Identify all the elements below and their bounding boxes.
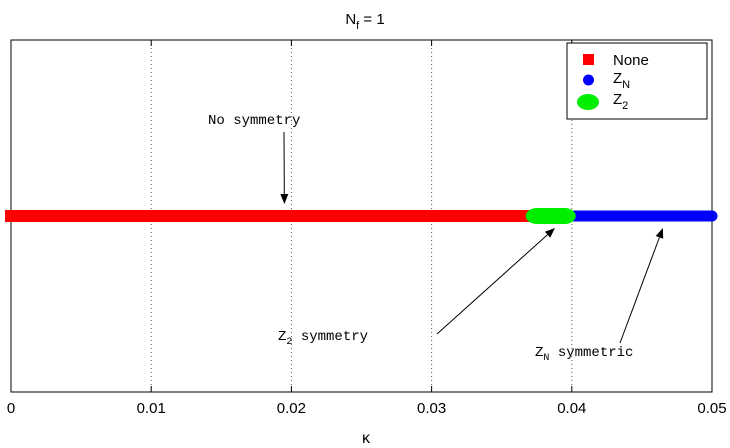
x-axis-ticks: 0 0.01 0.02 0.03 0.04 0.05 <box>7 40 727 417</box>
annotation-z2-symmetry-text: Z2 symmetry <box>278 329 368 348</box>
legend-marker-zn <box>583 74 594 86</box>
x-tick-label: 0.03 <box>417 400 446 417</box>
chart-title-base: N <box>345 11 356 28</box>
legend-label-z2-sub: 2 <box>622 100 628 112</box>
legend-marker-none <box>583 54 594 65</box>
annotation-z2-base: Z <box>278 329 286 345</box>
annotation-no-symmetry-arrowhead <box>280 193 289 204</box>
annotation-zn-symmetric: ZN symmetric <box>535 228 664 364</box>
chart-title: Nf = 1 <box>345 11 384 32</box>
annotation-zn-symmetric-arrowhead <box>655 228 664 239</box>
x-tick-label: 0.05 <box>697 400 726 417</box>
data-series <box>5 208 718 224</box>
annotation-zn-sub: N <box>543 353 549 364</box>
point-zn <box>706 210 718 222</box>
legend-label-z2-base: Z <box>613 91 622 108</box>
legend-label-none: None <box>613 52 649 69</box>
x-axis-label: κ <box>362 430 371 447</box>
legend-marker-z2 <box>577 94 599 110</box>
annotation-z2-sub: 2 <box>286 337 292 348</box>
x-tick-label: 0.01 <box>137 400 166 417</box>
annotation-zn-symmetric-text: ZN symmetric <box>535 345 633 364</box>
legend-label-zn-sub: N <box>622 79 630 91</box>
x-tick-label: 0 <box>7 400 15 417</box>
annotation-z2-symmetry: Z2 symmetry <box>278 228 555 348</box>
annotation-z2-symmetry-arrow <box>436 234 548 335</box>
chart-title-sub: f <box>356 20 360 32</box>
legend-label-zn-base: Z <box>613 70 622 87</box>
annotation-zn-symmetric-arrow <box>619 237 660 344</box>
annotation-zn-rest: symmetric <box>549 345 633 361</box>
x-tick-label: 0.04 <box>557 400 586 417</box>
legend-label-zn: ZN <box>613 70 630 91</box>
annotation-z2-symmetry-arrowhead <box>544 228 555 238</box>
legend-label-z2: Z2 <box>613 91 628 112</box>
chart-title-rest: = 1 <box>359 11 384 28</box>
annotation-no-symmetry-text: No symmetry <box>208 113 300 129</box>
annotation-no-symmetry: No symmetry <box>208 113 300 204</box>
x-tick-label: 0.02 <box>277 400 306 417</box>
annotation-z2-rest: symmetry <box>292 329 368 345</box>
legend: None ZN Z2 <box>566 42 708 120</box>
point-z2 <box>553 208 576 224</box>
annotation-zn-base: Z <box>535 345 543 361</box>
